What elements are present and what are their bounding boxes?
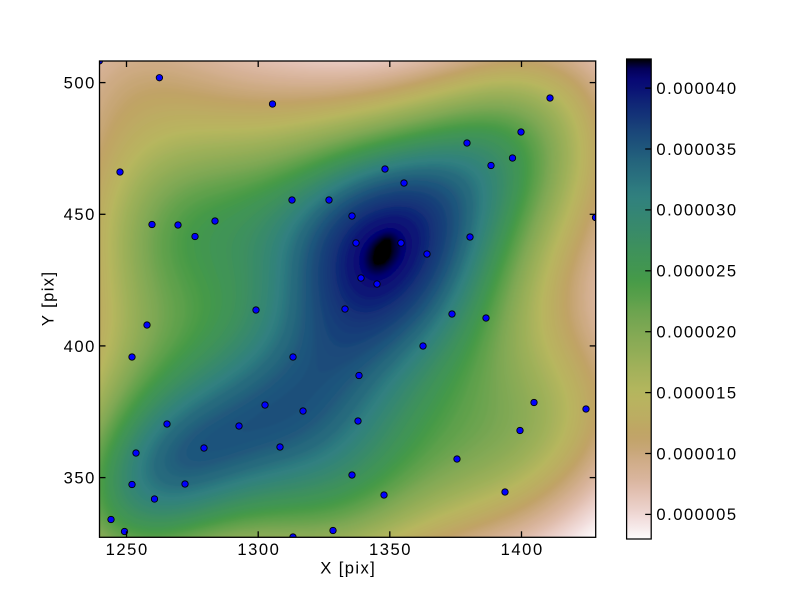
svg-text:1300: 1300 xyxy=(237,540,280,559)
svg-text:0.000010: 0.000010 xyxy=(656,444,737,463)
svg-text:350: 350 xyxy=(64,469,96,488)
svg-text:500: 500 xyxy=(64,74,96,93)
svg-text:0.000025: 0.000025 xyxy=(656,262,737,281)
svg-text:X [pix]: X [pix] xyxy=(320,559,376,578)
svg-text:Y [pix]: Y [pix] xyxy=(39,270,58,326)
svg-text:1350: 1350 xyxy=(369,540,412,559)
svg-text:1400: 1400 xyxy=(501,540,544,559)
svg-text:0.000005: 0.000005 xyxy=(656,505,737,524)
svg-text:0.000040: 0.000040 xyxy=(656,79,737,98)
svg-text:0.000015: 0.000015 xyxy=(656,383,737,402)
svg-text:0.000030: 0.000030 xyxy=(656,201,737,220)
svg-text:0.000035: 0.000035 xyxy=(656,140,737,159)
svg-text:1250: 1250 xyxy=(106,540,149,559)
svg-text:0.000020: 0.000020 xyxy=(656,323,737,342)
svg-text:400: 400 xyxy=(64,337,96,356)
svg-text:450: 450 xyxy=(64,205,96,224)
